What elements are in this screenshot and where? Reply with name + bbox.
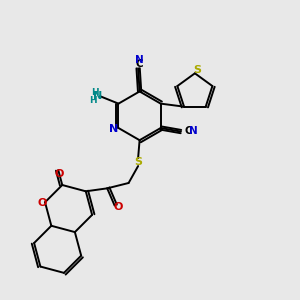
- Text: N: N: [189, 126, 198, 136]
- Text: C: C: [135, 59, 143, 69]
- Text: O: O: [55, 169, 64, 178]
- Text: O: O: [113, 202, 123, 212]
- Text: S: S: [134, 158, 142, 167]
- Text: C: C: [184, 126, 192, 136]
- Text: H: H: [89, 96, 97, 105]
- Text: S: S: [193, 65, 201, 75]
- Text: H: H: [91, 88, 98, 97]
- Text: N: N: [135, 55, 144, 65]
- Text: O: O: [38, 198, 47, 208]
- Text: N: N: [109, 124, 119, 134]
- Text: N: N: [93, 91, 102, 101]
